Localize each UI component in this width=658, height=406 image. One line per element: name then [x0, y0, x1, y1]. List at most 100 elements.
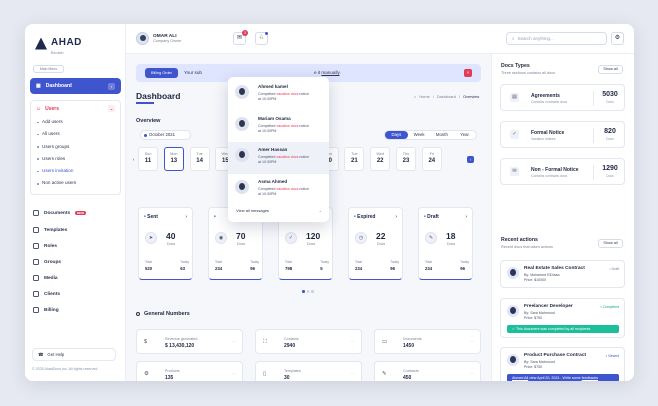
general-number-label: Revenue generated: [165, 337, 198, 341]
notification-message: Completed vacation docs notice at 10:30PM: [258, 155, 329, 165]
general-number-card[interactable]: $ Revenue generated $ 13,430,120 ···: [136, 329, 243, 354]
general-number-card[interactable]: ✎ Contracts 450 ···: [374, 361, 481, 381]
submenu-users-groups[interactable]: Users groups: [31, 141, 120, 153]
search-input[interactable]: ⌕ Search anything...: [506, 32, 607, 45]
docs-types-show-all-button[interactable]: Show all: [598, 65, 623, 74]
get-help-button[interactable]: ☎ Get Help: [32, 348, 116, 361]
close-icon[interactable]: ×: [464, 69, 472, 77]
arrow-right-icon: ›: [185, 214, 187, 220]
submenu-non-active-users[interactable]: Non active users: [31, 177, 120, 189]
roles-icon: [33, 243, 39, 249]
recent-action-card[interactable]: Product Purchase Contract By: Sara Mahmou…: [500, 347, 625, 381]
submenu-users-roles[interactable]: Users roles: [31, 153, 120, 165]
sidebar-item-users[interactable]: ☺ Users ⌄: [31, 101, 120, 116]
day-11[interactable]: Sun 11: [138, 147, 158, 171]
sidebar-item-dashboard[interactable]: ▦ Dashboard ›: [30, 78, 121, 94]
sidebar-item-roles[interactable]: Roles: [33, 243, 57, 249]
day-22[interactable]: Wed 22: [370, 147, 391, 171]
notification-item[interactable]: Ahmed kamel Completed vacation docs notic…: [228, 79, 329, 111]
period-days[interactable]: Days: [385, 131, 408, 139]
general-number-card[interactable]: ▭ Documents 1450 ···: [374, 329, 481, 354]
general-number-card[interactable]: ▯ Templates 30 ···: [255, 361, 362, 381]
recent-action-card[interactable]: Real Estate Sales Contract By: Mohamed El…: [500, 260, 625, 288]
more-icon[interactable]: ···: [232, 371, 236, 376]
day-21[interactable]: Tue 21: [344, 147, 365, 171]
sidebar-item-clients[interactable]: Clients: [33, 291, 60, 297]
status-label: Completed: [602, 305, 619, 309]
notifications-button[interactable]: ♘: [255, 32, 268, 45]
dollar-icon: $: [144, 339, 148, 345]
general-number-card[interactable]: ⚙ Products 135 ···: [136, 361, 243, 381]
docs-type-name: Non - Formal Notice: [531, 167, 579, 173]
docs-type-desc: Contains contracts docs: [531, 100, 568, 104]
pager-dot[interactable]: [302, 290, 305, 293]
card-value: 120: [306, 231, 321, 241]
notification-time: at 10:30PM: [258, 160, 277, 164]
notification-item[interactable]: Amer Hassan Completed vacation docs notic…: [228, 142, 329, 174]
sidebar-item-groups[interactable]: Groups: [33, 259, 61, 265]
get-help-label: Get Help: [47, 352, 65, 357]
view-all-messages-link[interactable]: View all messages →: [236, 208, 322, 213]
general-number-card[interactable]: ⛶ Contacts 2940 ···: [255, 329, 362, 354]
user-role: Company Owner: [153, 39, 182, 43]
manually-link[interactable]: manually: [321, 70, 340, 75]
more-icon[interactable]: ···: [470, 371, 474, 376]
sidebar-item-billing[interactable]: Billing: [33, 307, 59, 313]
breadcrumb-dashboard[interactable]: Dashboard: [436, 94, 456, 99]
day-23[interactable]: Thu 23: [396, 147, 416, 171]
more-icon[interactable]: ···: [232, 339, 236, 344]
general-number-label: Contacts: [284, 337, 299, 341]
notification-item[interactable]: Asma Ahmed Completed vacation docs notice…: [228, 174, 329, 206]
period-week[interactable]: Week: [413, 132, 425, 137]
recent-actions-show-all-button[interactable]: Show all: [598, 239, 623, 248]
users-submenu: ☺ Users ⌄ Add users All users Users grou…: [30, 100, 121, 195]
docs-type-card[interactable]: ✓ Formal Notice Vacation notices 820 Docs: [500, 121, 625, 148]
billing-order-button[interactable]: Billing Order: [145, 68, 178, 78]
banner-text-right: e it manually.: [314, 70, 341, 75]
period-month[interactable]: Month: [435, 132, 448, 137]
docs-type-card[interactable]: ▤ Agreements Contains contracts docs 5030 Do…: [500, 84, 625, 111]
card-unit: Docs: [377, 242, 386, 246]
avatar: [235, 116, 249, 131]
chevron-left-icon[interactable]: ‹: [132, 157, 135, 162]
msg-highlight: vacation docs: [276, 92, 299, 96]
viewer-link[interactable]: Ahmed Ali: [512, 376, 529, 380]
status-card[interactable]: • Draft › ✎ 18 Docs Total 234 Today 96: [418, 207, 473, 280]
submenu-all-users[interactable]: All users: [31, 128, 120, 140]
stat-total: Total 234: [355, 260, 362, 271]
notification-item[interactable]: Mariam Osama Completed vacation docs noti…: [228, 111, 329, 143]
recent-action-card[interactable]: Freelancer Developer By: Sara Mahmoud Pric…: [500, 298, 625, 338]
avatar: [136, 32, 149, 45]
pager-dot[interactable]: [311, 290, 314, 293]
status-card[interactable]: • Sent › ➤ 40 Docs Total 520 Today 63: [138, 207, 193, 280]
sidebar-item-media[interactable]: Media: [33, 275, 58, 281]
day-24[interactable]: Fri 24: [421, 147, 442, 171]
status-card[interactable]: • Expired › ◷ 22 Docs Total 234 Today 96: [348, 207, 403, 280]
sidebar-item-label: Templates: [44, 227, 68, 233]
chevron-right-icon[interactable]: ›: [467, 156, 474, 163]
new-badge: NEW: [75, 211, 87, 215]
user-menu[interactable]: OMAR ALI Company Owner: [136, 32, 182, 45]
submenu-users-invitation[interactable]: Users invitation: [31, 165, 120, 177]
day-14[interactable]: Tue 14: [189, 147, 210, 171]
search-placeholder: Search anything...: [517, 36, 554, 41]
breadcrumb-home[interactable]: Home: [419, 94, 430, 99]
more-icon[interactable]: ···: [351, 339, 355, 344]
more-icon[interactable]: ···: [470, 339, 474, 344]
settings-button[interactable]: ⚙: [611, 32, 624, 45]
more-icon[interactable]: ···: [351, 371, 355, 376]
period-year[interactable]: Year: [460, 132, 469, 137]
pager-dot[interactable]: [306, 290, 309, 293]
card-value: 22: [376, 231, 386, 241]
submenu-add-users[interactable]: Add users: [31, 116, 120, 128]
day-13[interactable]: Mon 13: [163, 147, 184, 171]
docs-type-card[interactable]: ✉ Non - Formal Notice Contains contracts d…: [500, 158, 625, 185]
docs-type-desc: Contains contracts docs: [531, 174, 568, 178]
mail-button[interactable]: ✉ 3: [233, 30, 248, 45]
feedbacks-link[interactable]: feedbacks: [581, 376, 599, 380]
docs-types-title: Docs Types: [501, 63, 530, 69]
month-picker[interactable]: October 2021: [140, 130, 191, 140]
sidebar-item-templates[interactable]: Templates: [33, 227, 67, 233]
right-panel: Docs Types Three sections contains all d…: [491, 54, 634, 381]
sidebar-item-documents[interactable]: Documents NEW: [33, 210, 87, 216]
